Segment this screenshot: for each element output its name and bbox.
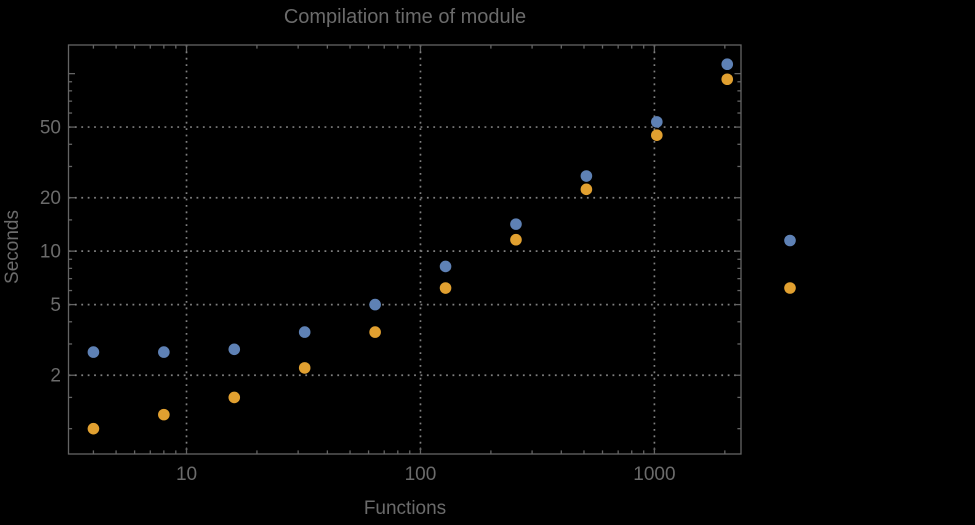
x-tick-label-100: 100	[405, 464, 437, 485]
legend-marker-series-1-blue	[784, 234, 796, 247]
data-point-series-2-orange-x1024	[651, 129, 663, 142]
plot-frame	[67, 44, 742, 455]
data-point-series-2-orange-x256	[510, 233, 522, 246]
data-point-series-1-blue-x32	[298, 326, 311, 338]
data-point-series-2-orange-x4	[87, 422, 100, 435]
data-point-series-1-blue-x8	[158, 346, 170, 358]
x-tick-label-10: 10	[176, 464, 197, 485]
x-axis-label: Functions	[363, 498, 447, 519]
y-tick-label-50: 50	[40, 118, 61, 139]
data-point-series-2-orange-x8	[158, 408, 170, 421]
data-point-series-2-orange-x128	[439, 282, 452, 294]
data-point-series-2-orange-x16	[228, 391, 241, 404]
data-point-series-2-orange-x32	[298, 362, 311, 374]
data-point-series-2-orange-x64	[369, 326, 381, 338]
data-point-series-2-orange-x512	[580, 183, 593, 196]
legend-marker-series-2-orange	[784, 282, 796, 294]
data-point-series-1-blue-x512	[580, 170, 593, 182]
chart-title: Compilation time of module	[283, 6, 527, 28]
y-tick-label-20: 20	[40, 188, 61, 209]
y-tick-label-5: 5	[50, 295, 61, 316]
data-point-series-1-blue-x256	[510, 218, 522, 230]
data-point-series-1-blue-x128	[439, 260, 452, 273]
data-point-series-1-blue-x1024	[651, 116, 663, 128]
data-point-series-1-blue-x16	[228, 343, 241, 356]
data-point-series-1-blue-x2048	[721, 58, 734, 71]
data-point-series-1-blue-x4	[87, 346, 100, 358]
data-point-series-1-blue-x64	[369, 298, 381, 311]
x-tick-label-1000: 1000	[633, 464, 675, 485]
y-tick-label-10: 10	[40, 242, 61, 263]
y-tick-label-2: 2	[50, 366, 61, 387]
data-point-series-2-orange-x2048	[721, 73, 734, 86]
